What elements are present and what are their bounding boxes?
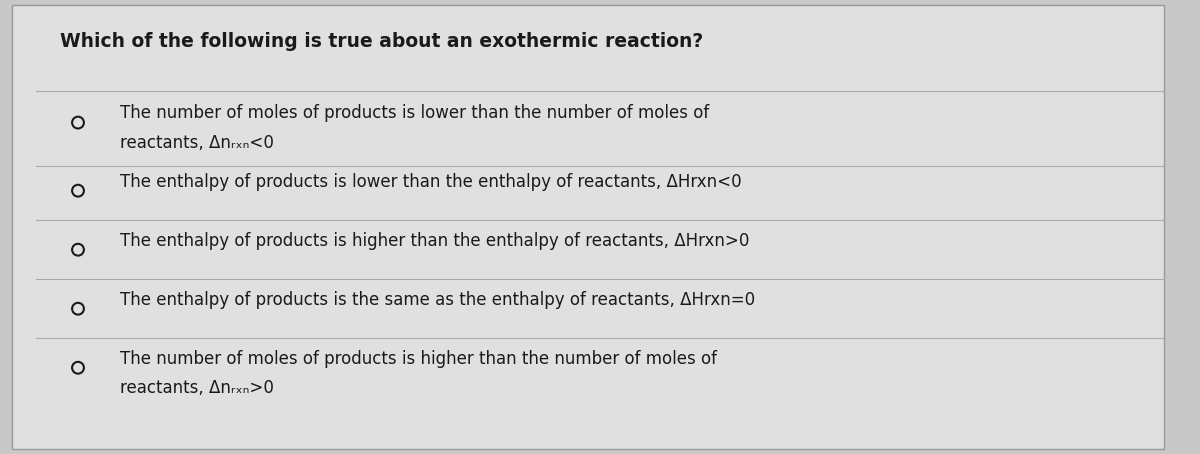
FancyBboxPatch shape	[12, 5, 1164, 449]
Text: The enthalpy of products is higher than the enthalpy of reactants, ΔHrxn>0: The enthalpy of products is higher than …	[120, 232, 749, 250]
Text: reactants, Δnᵣₓₙ>0: reactants, Δnᵣₓₙ>0	[120, 379, 274, 397]
Text: reactants, Δnᵣₓₙ<0: reactants, Δnᵣₓₙ<0	[120, 134, 274, 152]
Text: The number of moles of products is lower than the number of moles of: The number of moles of products is lower…	[120, 104, 709, 123]
Text: The number of moles of products is higher than the number of moles of: The number of moles of products is highe…	[120, 350, 718, 368]
Text: The enthalpy of products is lower than the enthalpy of reactants, ΔHrxn<0: The enthalpy of products is lower than t…	[120, 173, 742, 191]
Text: The enthalpy of products is the same as the enthalpy of reactants, ΔHrxn=0: The enthalpy of products is the same as …	[120, 291, 755, 309]
Text: Which of the following is true about an exothermic reaction?: Which of the following is true about an …	[60, 32, 703, 51]
